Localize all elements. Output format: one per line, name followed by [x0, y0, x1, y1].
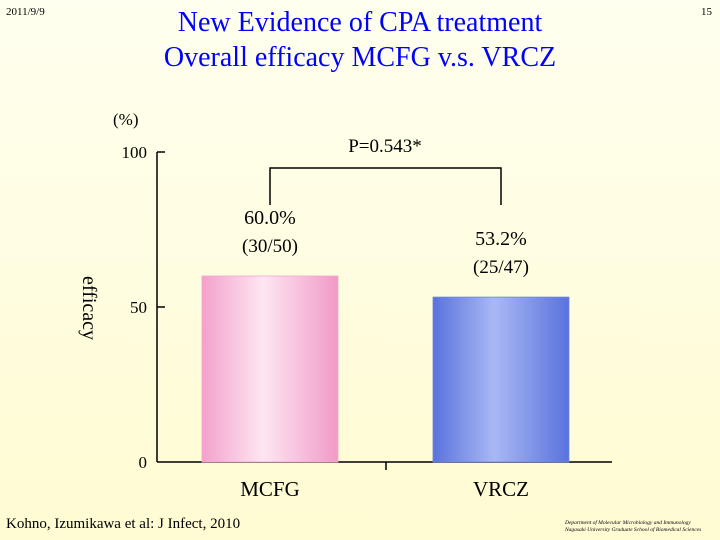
y-tick-label: 50: [130, 298, 147, 317]
y-tick-label: 0: [139, 453, 148, 472]
bar-value-label: 60.0%: [244, 207, 296, 229]
significance-bracket: [269, 167, 502, 205]
bar-vrcz: [432, 296, 570, 463]
p-value-label: P=0.543*: [348, 136, 422, 157]
bar-value-label: 53.2%: [475, 228, 527, 250]
bar-count-label: (30/50): [242, 236, 298, 257]
bar-count-label: (25/47): [473, 257, 529, 278]
department-line-2: Nagasaki University Graduate School of B…: [565, 527, 702, 533]
slide-title-line-2: Overall efficacy MCFG v.s. VRCZ: [163, 42, 557, 73]
slide-title-line-1: New Evidence of CPA treatment: [177, 7, 543, 38]
y-axis-unit: (%): [113, 110, 139, 129]
x-tick-label: VRCZ: [473, 477, 529, 501]
y-tick-label: 100: [122, 143, 148, 162]
page-number: 15: [701, 6, 712, 18]
x-tick-label: MCFG: [240, 477, 300, 501]
department-credit: Department of Molecular Microbiology and…: [565, 520, 715, 534]
citation: Kohno, Izumikawa et al: J Infect, 2010: [6, 516, 241, 532]
slide-date: 2011/9/9: [6, 6, 45, 18]
bar-mcfg: [201, 275, 339, 463]
department-line-1: Department of Molecular Microbiology and…: [565, 520, 691, 526]
